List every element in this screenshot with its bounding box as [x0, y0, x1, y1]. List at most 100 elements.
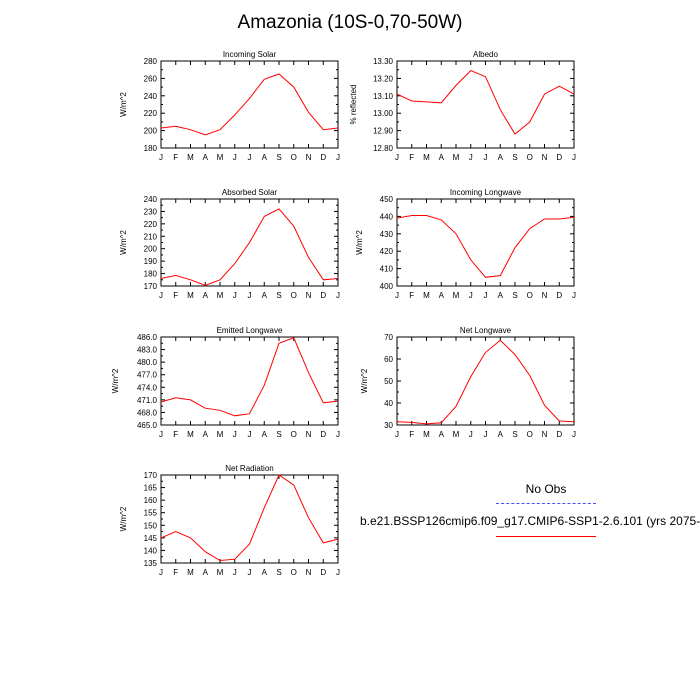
incoming-longwave-plot-frame [396, 198, 575, 287]
figure-title: Amazonia (10S-0,70-50W) [237, 12, 463, 33]
net-radiation-panel-title: Net Radiation [225, 464, 273, 473]
incoming-solar-ytick-label: 220 [144, 109, 158, 118]
emitted-longwave-xtick-label: M [187, 430, 194, 439]
emitted-longwave-ylabel: W/m^2 [111, 368, 120, 393]
albedo-ytick-label: 13.10 [373, 92, 394, 101]
net-longwave-xtick-label: A [498, 430, 504, 439]
incoming-solar-xtick-label: A [262, 153, 268, 162]
incoming-solar-ytick-label: 180 [144, 144, 158, 153]
incoming-longwave-series-line [396, 215, 575, 278]
net-longwave-ytick-label: 60 [384, 355, 393, 364]
emitted-longwave-xtick-label: J [159, 430, 163, 439]
incoming-longwave-xtick-label: A [439, 291, 445, 300]
legend-obs-label: No Obs [525, 482, 567, 496]
emitted-longwave-xtick-label: S [276, 430, 281, 439]
albedo-xtick-label: N [542, 153, 548, 162]
incoming-solar-ytick-label: 260 [144, 74, 158, 83]
emitted-longwave-ytick-label: 486.0 [137, 333, 158, 342]
emitted-longwave-panel-title: Emitted Longwave [217, 326, 283, 335]
incoming-longwave-xtick-label: D [556, 291, 562, 300]
incoming-solar-ytick-label: 240 [144, 92, 158, 101]
emitted-longwave-ytick-label: 483.0 [137, 346, 158, 355]
incoming-longwave-xtick-label: J [469, 291, 473, 300]
emitted-longwave-ytick-label: 474.0 [137, 383, 158, 392]
absorbed-solar-xtick-label: M [187, 291, 194, 300]
albedo-ytick-label: 13.00 [373, 109, 394, 118]
incoming-longwave-xtick-label: M [423, 291, 430, 300]
incoming-solar-series-line [160, 73, 339, 136]
net-longwave-xtick-label: J [572, 430, 576, 439]
albedo-xtick-label: J [484, 153, 488, 162]
net-radiation-series-line [160, 474, 339, 562]
emitted-longwave-xtick-label: J [336, 430, 340, 439]
albedo-xtick-label: A [439, 153, 445, 162]
emitted-longwave-xtick-label: A [203, 430, 209, 439]
net-radiation-xtick-label: N [306, 568, 312, 577]
net-radiation-ytick-label: 145 [144, 534, 158, 543]
absorbed-solar-xtick-label: N [306, 291, 312, 300]
net-radiation-ytick-label: 140 [144, 546, 158, 555]
net-longwave-xtick-label: M [423, 430, 430, 439]
net-radiation-xtick-label: J [248, 568, 252, 577]
net-radiation-xtick-label: S [276, 568, 281, 577]
albedo-xtick-label: F [409, 153, 414, 162]
albedo-xtick-label: S [512, 153, 517, 162]
net-radiation-xtick-label: A [203, 568, 209, 577]
albedo-ytick-label: 13.30 [373, 57, 394, 66]
emitted-longwave-series-line [160, 337, 339, 417]
emitted-longwave-ytick-label: 465.0 [137, 421, 158, 430]
albedo-xtick-label: J [395, 153, 399, 162]
net-longwave-xtick-label: S [512, 430, 517, 439]
net-longwave-ytick-label: 30 [384, 421, 393, 430]
absorbed-solar-xtick-label: J [336, 291, 340, 300]
emitted-longwave-xtick-label: J [248, 430, 252, 439]
albedo-panel-title: Albedo [473, 50, 498, 59]
net-radiation-xtick-label: J [159, 568, 163, 577]
emitted-longwave-ytick-label: 480.0 [137, 358, 158, 367]
incoming-longwave-xtick-label: A [498, 291, 504, 300]
incoming-solar-xtick-label: N [306, 153, 312, 162]
absorbed-solar-ytick-label: 190 [144, 257, 158, 266]
incoming-solar-xtick-label: D [320, 153, 326, 162]
net-longwave-xtick-label: J [484, 430, 488, 439]
emitted-longwave-xtick-label: M [217, 430, 224, 439]
net-radiation-ytick-label: 165 [144, 484, 158, 493]
absorbed-solar-ytick-label: 220 [144, 220, 158, 229]
absorbed-solar-xtick-label: A [203, 291, 209, 300]
incoming-solar-xtick-label: J [248, 153, 252, 162]
absorbed-solar-xtick-label: J [248, 291, 252, 300]
incoming-solar-xtick-label: A [203, 153, 209, 162]
incoming-longwave-ytick-label: 420 [380, 247, 394, 256]
emitted-longwave-ytick-label: 477.0 [137, 371, 158, 380]
emitted-longwave-ytick-label: 468.0 [137, 408, 158, 417]
albedo-ylabel: % reflected [349, 84, 358, 124]
net-radiation-ytick-label: 155 [144, 509, 158, 518]
incoming-solar-ytick-label: 280 [144, 57, 158, 66]
absorbed-solar-series-line [160, 208, 339, 286]
incoming-solar-ytick-label: 200 [144, 127, 158, 136]
net-longwave-ytick-label: 40 [384, 399, 393, 408]
incoming-longwave-ytick-label: 400 [380, 282, 394, 291]
incoming-longwave-xtick-label: M [453, 291, 460, 300]
absorbed-solar-xtick-label: M [217, 291, 224, 300]
emitted-longwave-xtick-label: N [306, 430, 312, 439]
albedo-ytick-label: 12.80 [373, 144, 394, 153]
net-longwave-xtick-label: J [395, 430, 399, 439]
net-longwave-xtick-label: F [409, 430, 414, 439]
net-longwave-xtick-label: N [542, 430, 548, 439]
net-radiation-xtick-label: J [233, 568, 237, 577]
legend-case-label: b.e21.BSSP126cmip6.f09_g17.CMIP6-SSP1-2.… [360, 514, 700, 528]
net-longwave-xtick-label: M [453, 430, 460, 439]
net-radiation-xtick-label: F [173, 568, 178, 577]
absorbed-solar-ytick-label: 230 [144, 207, 158, 216]
incoming-longwave-xtick-label: J [484, 291, 488, 300]
net-radiation-ytick-label: 160 [144, 496, 158, 505]
net-radiation-xtick-label: A [262, 568, 268, 577]
net-radiation-xtick-label: M [217, 568, 224, 577]
absorbed-solar-xtick-label: O [291, 291, 297, 300]
albedo-xtick-label: J [572, 153, 576, 162]
incoming-longwave-ytick-label: 440 [380, 212, 394, 221]
net-radiation-xtick-label: O [291, 568, 297, 577]
albedo-xtick-label: M [453, 153, 460, 162]
net-longwave-xtick-label: J [469, 430, 473, 439]
